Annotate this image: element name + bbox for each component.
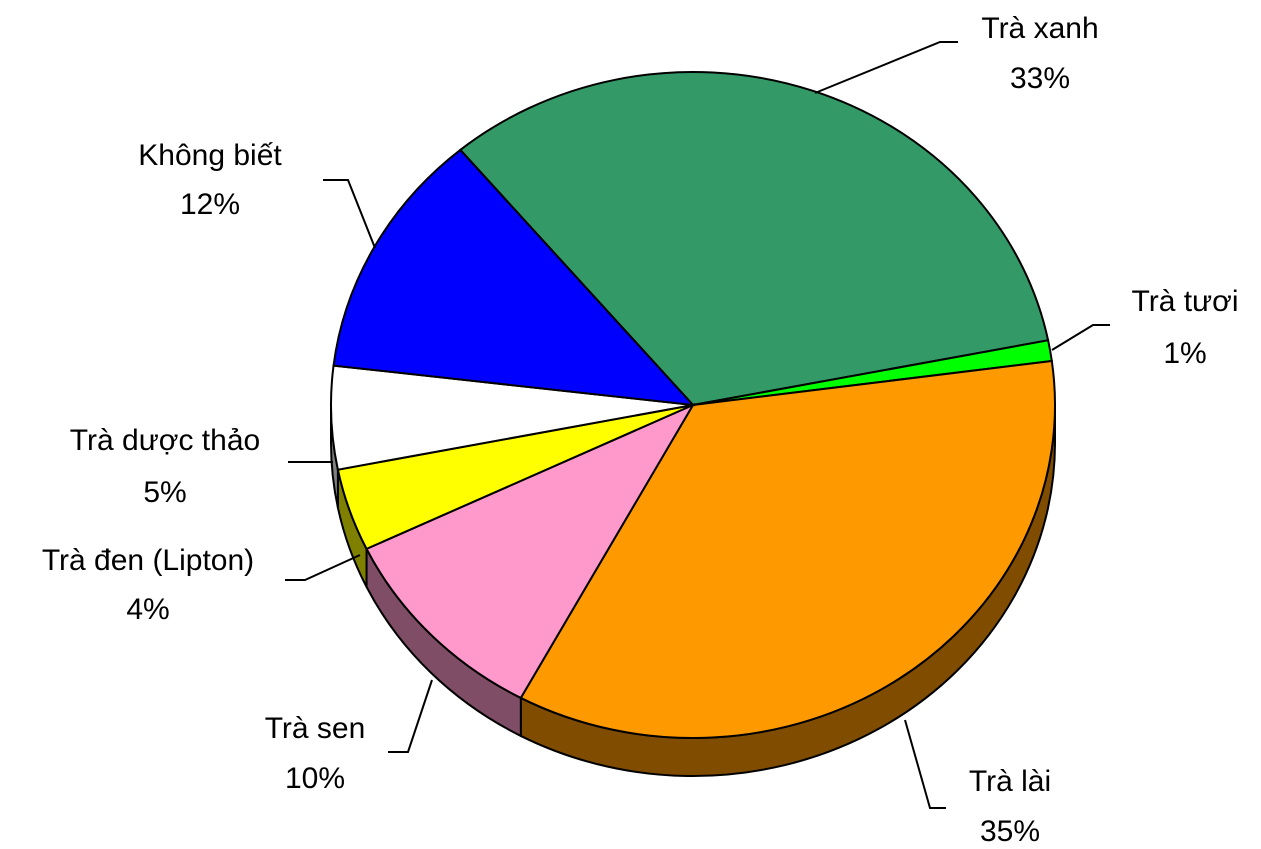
slice-value: 10% [285,762,345,795]
labels: Trà xanh 33% Trà tươi 1% Trà lài 35% Trà… [42,12,1239,848]
slice-label: Trà sen [265,712,366,745]
slice-value: 12% [180,188,240,221]
pie [329,71,1056,777]
pie-tops [329,71,1056,739]
leader-line [388,679,433,753]
slice [519,359,1056,739]
leader-line [323,179,376,249]
leader-line [814,41,958,94]
slice-value: 4% [126,593,169,626]
leader-line [904,719,946,809]
slice-value: 33% [1010,62,1070,95]
slice-label: Trà tươi [1132,285,1239,318]
slice-label: Trà lài [969,765,1051,798]
slice-label: Không biết [138,139,282,172]
slice [365,402,696,700]
leader-lines [285,41,1110,809]
slice-label: Trà xanh [981,12,1098,45]
slice-label: Trà đen (Lipton) [42,544,254,577]
slice [458,71,1050,407]
leader-line [1051,324,1110,351]
slice-value: 35% [980,815,1040,848]
slice-label: Trà dược thảo [70,424,260,457]
slice-value: 5% [143,476,186,509]
slice-value: 1% [1163,337,1206,370]
leader-line [285,554,361,581]
